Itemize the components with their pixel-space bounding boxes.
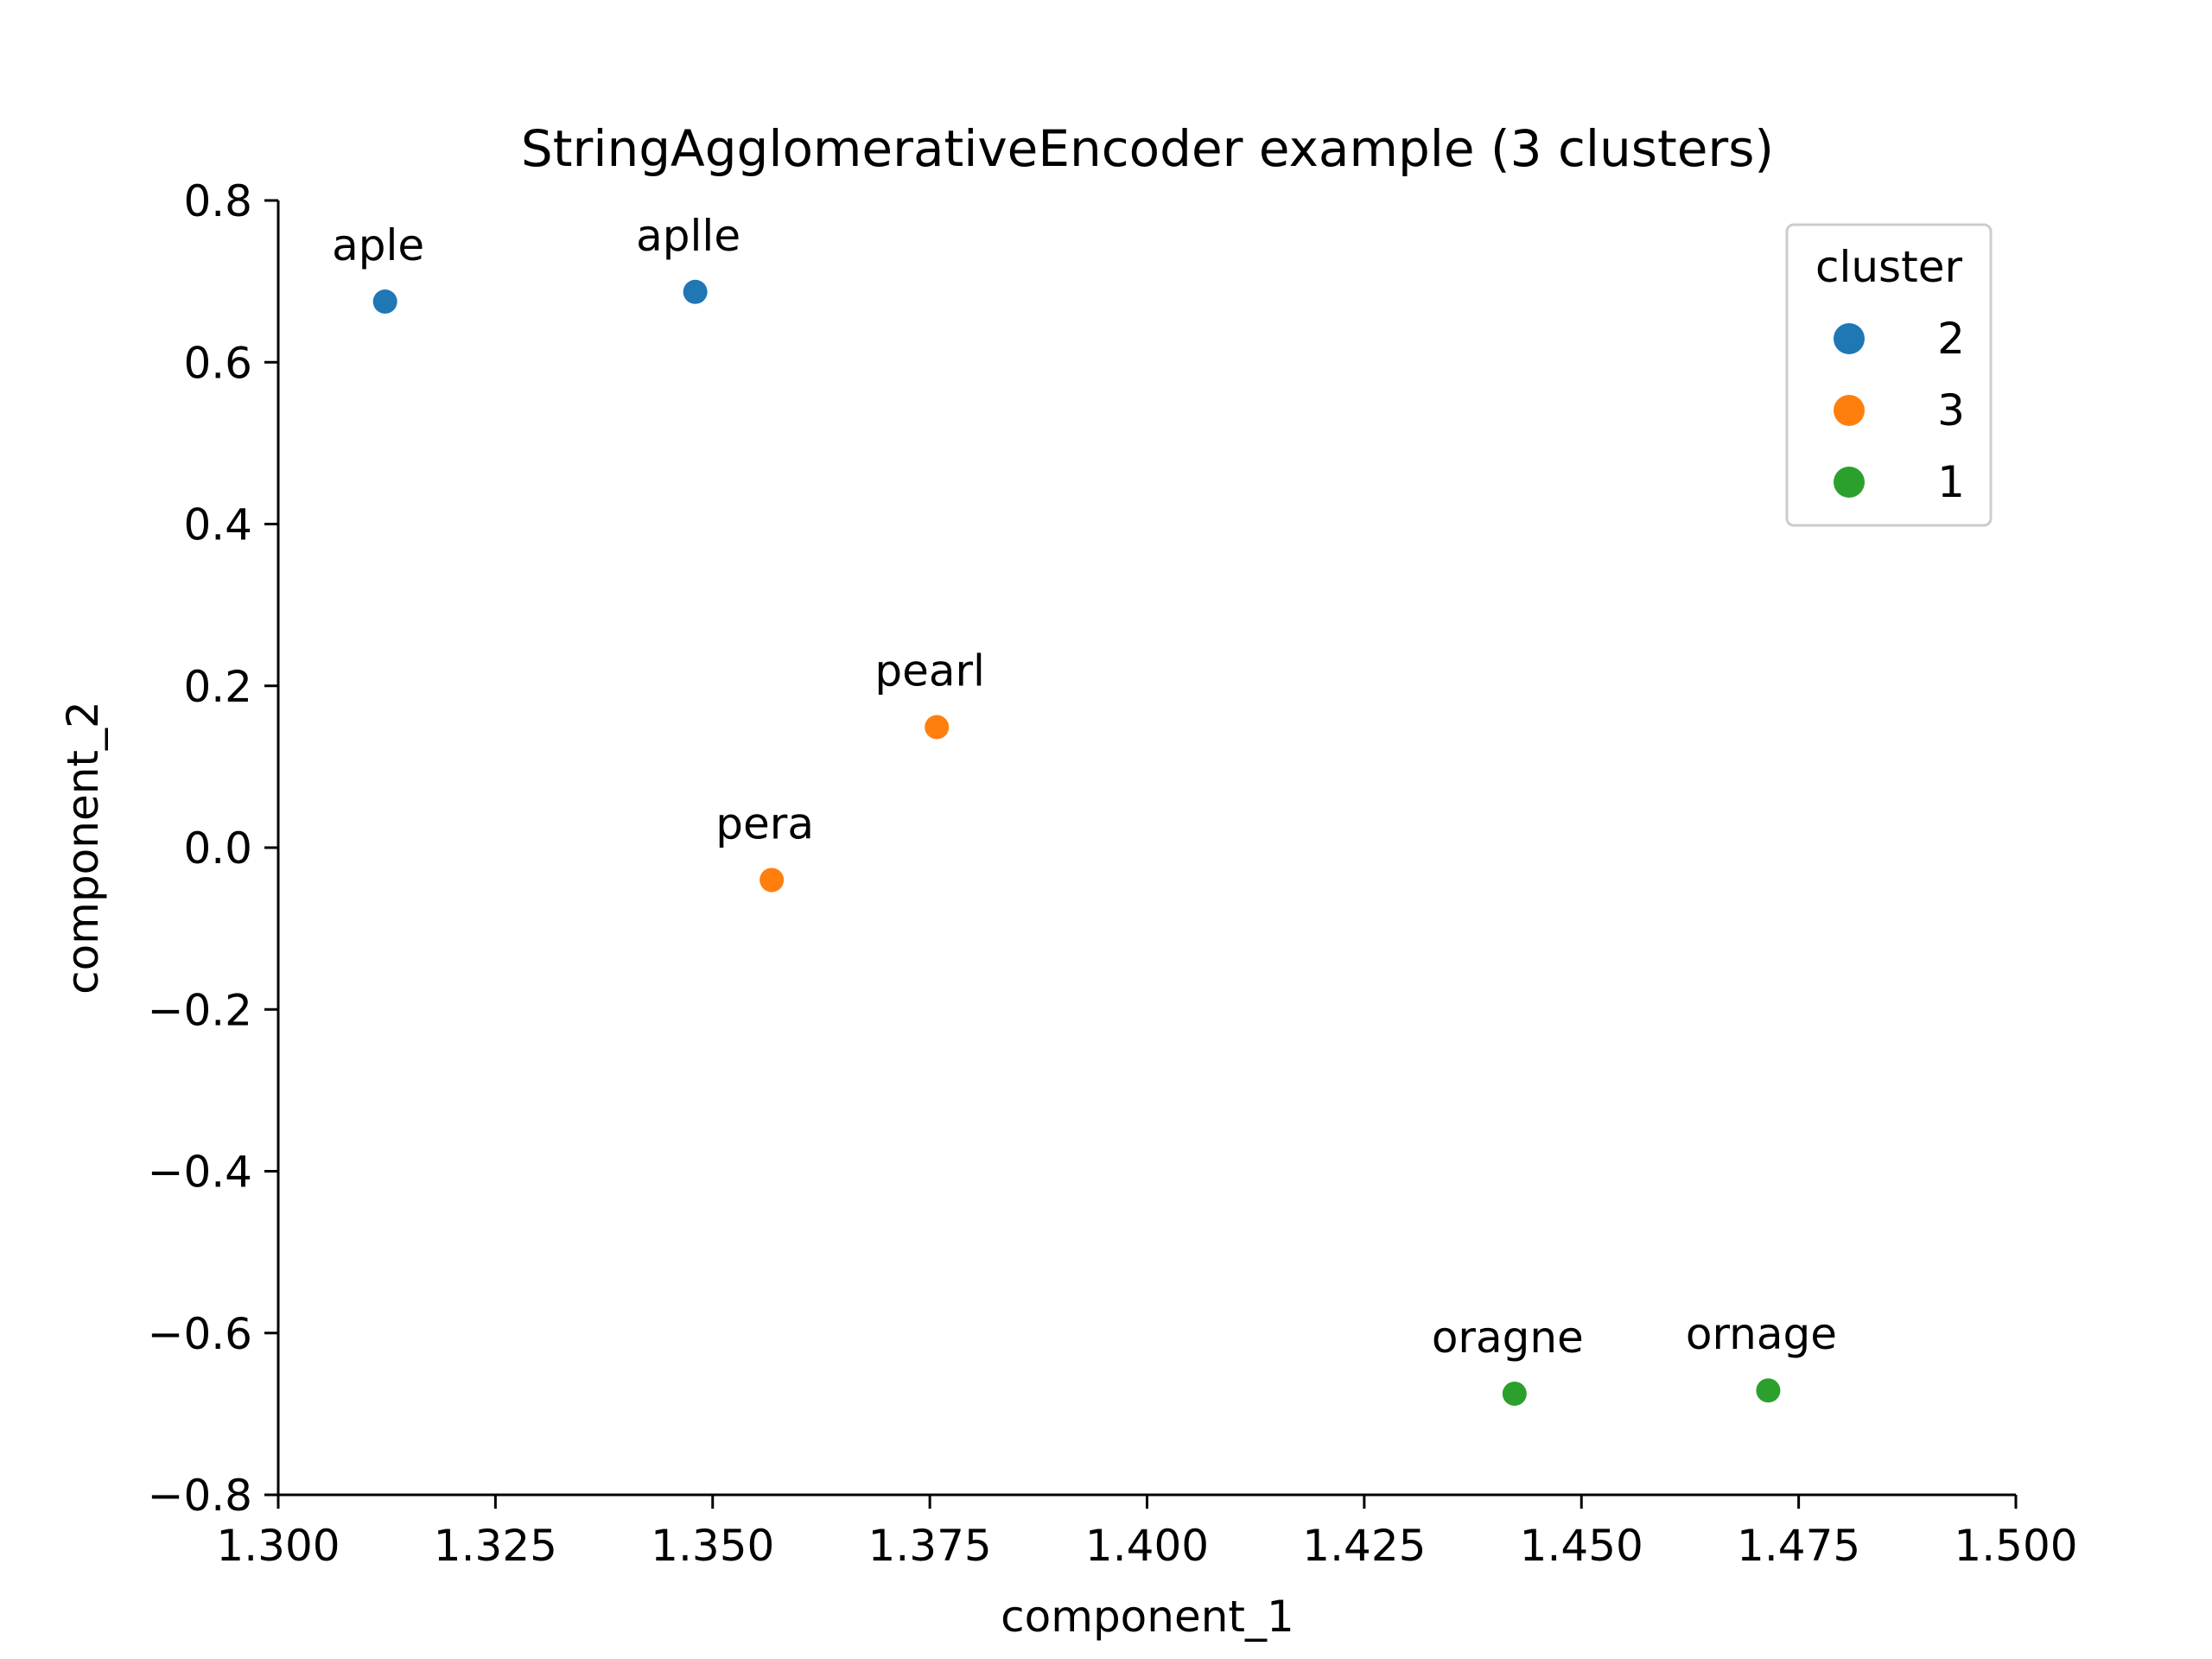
legend-marker-3 [1834,395,1865,426]
x-tick-label: 1.450 [1520,1521,1643,1571]
point-label-aple: aple [332,220,424,270]
y-tick-label: 0.0 [183,823,252,874]
x-tick-label: 1.325 [434,1521,557,1571]
x-tick-label: 1.375 [868,1521,992,1571]
legend-entries: 2 3 1 [1834,314,1965,507]
legend-marker-1 [1834,467,1865,498]
y-tick-label: −0.4 [148,1147,252,1198]
x-tick-label: 1.425 [1302,1521,1426,1571]
legend-label-3: 3 [1937,385,1965,435]
y-tick-label: −0.6 [148,1309,252,1359]
point-label-pearl: pearl [874,645,985,696]
point-label-ornage: ornage [1686,1309,1837,1359]
y-tick-label: 0.4 [183,500,252,550]
y-axis-ticks: 0.8 0.6 0.4 0.2 0.0 −0.2 −0.4 −0.6 −0.8 [148,176,278,1521]
point-label-pera: pera [715,798,814,849]
data-point-aplle [683,279,708,304]
legend-frame [1785,223,1993,527]
y-tick-label: 0.8 [183,176,252,226]
point-label-aplle: aplle [636,211,741,261]
y-tick-label: −0.2 [148,985,252,1035]
y-tick-label: 0.2 [183,662,252,712]
plot-area: aple aplle pearl pera oragne ornage [332,211,1837,1406]
point-label-oragne: oragne [1432,1313,1584,1363]
x-tick-label: 1.500 [1954,1521,2077,1571]
chart-title: StringAgglomerativeEncoder example (3 cl… [521,119,1774,178]
y-tick-label: 0.6 [183,338,252,388]
data-point-aple [372,289,397,315]
x-tick-label: 1.300 [216,1521,340,1571]
y-tick-label: −0.8 [148,1471,252,1521]
x-axis-label: component_1 [1001,1592,1294,1642]
x-axis-ticks: 1.300 1.325 1.350 1.375 1.400 1.425 1.450 1.475… [216,1495,2078,1571]
data-point-pearl [925,715,950,740]
legend-label-2: 2 [1937,314,1965,364]
x-tick-label: 1.475 [1737,1521,1860,1571]
data-point-pera [760,868,785,893]
y-axis-label: component_2 [58,701,108,995]
x-tick-label: 1.350 [651,1521,774,1571]
legend-title: cluster [1815,242,1962,292]
legend: cluster 2 3 1 [1785,223,1993,527]
legend-label-1: 1 [1937,457,1965,507]
legend-marker-2 [1834,323,1865,354]
x-tick-label: 1.400 [1085,1521,1209,1571]
data-point-ornage [1756,1378,1781,1403]
data-point-oragne [1502,1381,1527,1406]
